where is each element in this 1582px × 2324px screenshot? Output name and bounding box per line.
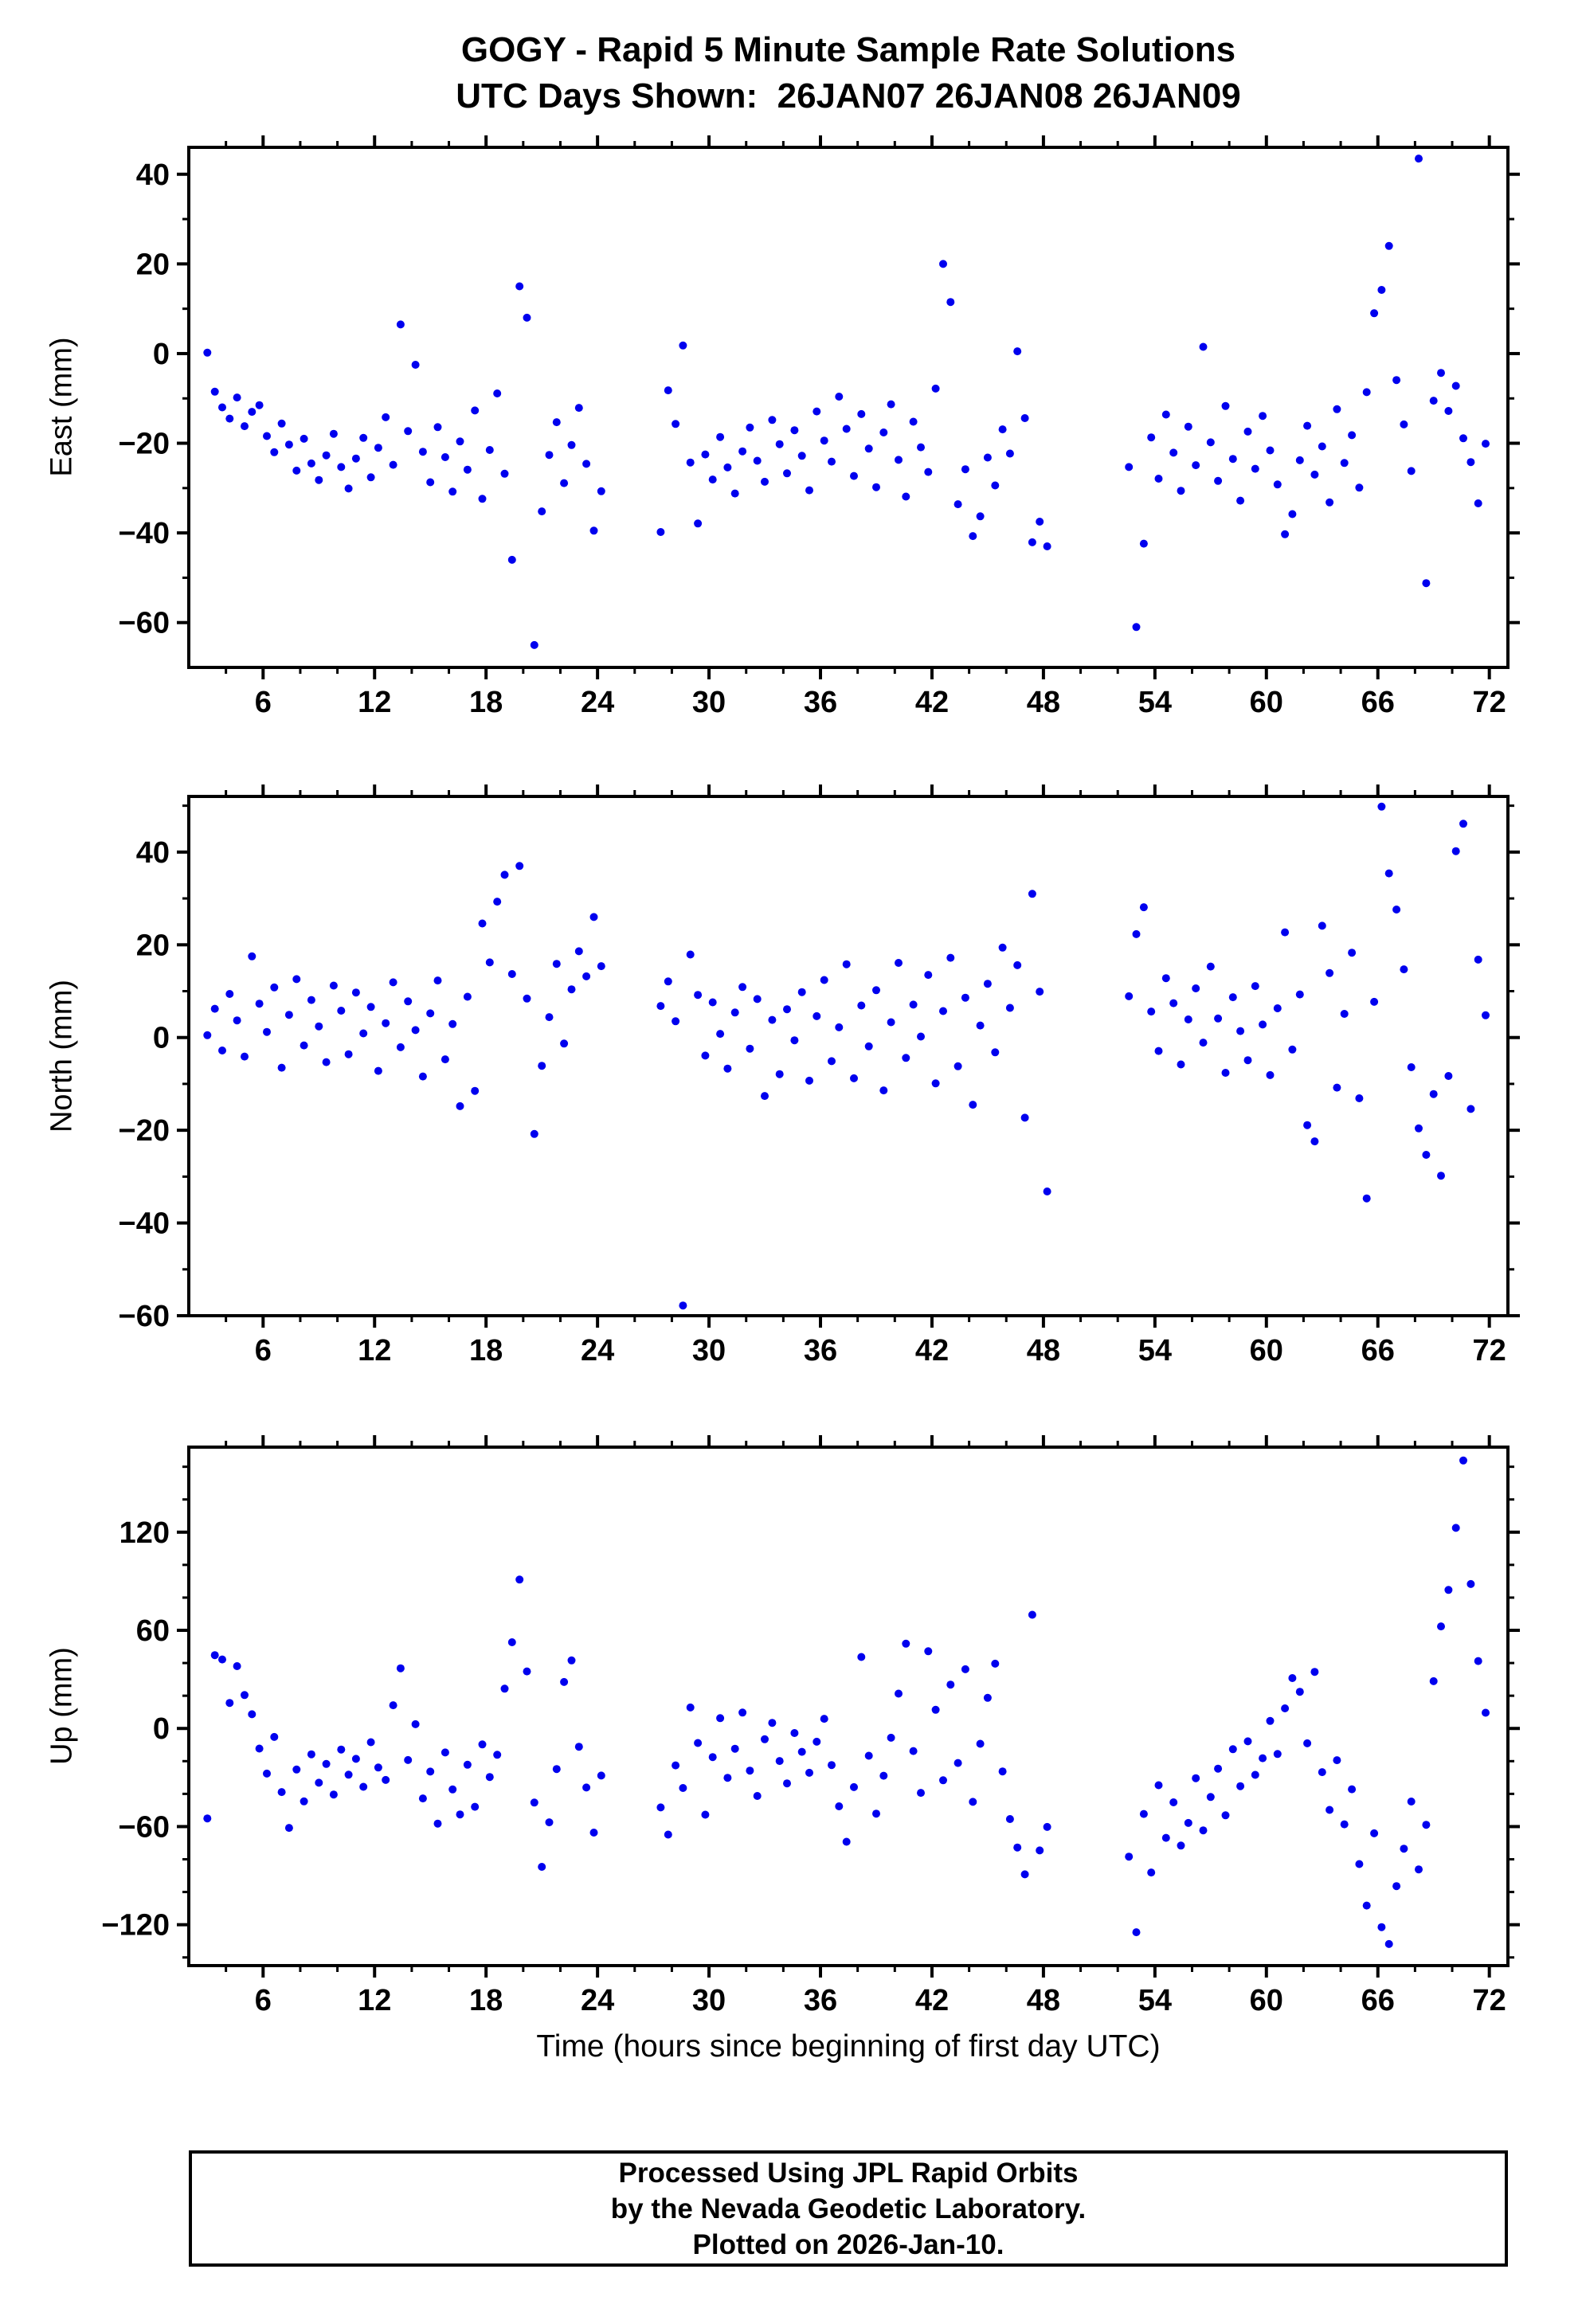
x-tick-label: 6 xyxy=(255,1334,272,1367)
y-tick-label: 40 xyxy=(136,836,170,870)
y-tick-label: 60 xyxy=(136,1614,170,1648)
x-tick-label: 60 xyxy=(1250,1334,1283,1367)
up-frame xyxy=(187,1446,1510,1967)
x-tick-label: 6 xyxy=(255,686,272,719)
north-panel: 6 12 18 24 30 36 42 48 54 60 66 72 −60 −40 −20 0 20 40 xyxy=(119,784,1520,1367)
x-tick-label: 6 xyxy=(255,1984,272,2017)
y-tick-label: 0 xyxy=(153,1712,170,1746)
footer-line3: Plotted on 2026-Jan-10. xyxy=(692,2228,1004,2260)
x-tick-label: 18 xyxy=(469,686,503,719)
y-tick-label: 120 xyxy=(119,1516,170,1550)
x-tick-label: 42 xyxy=(915,686,949,719)
y-tick-label: −60 xyxy=(119,1300,170,1333)
x-tick-label: 24 xyxy=(581,1984,614,2017)
y-tick-label: −120 xyxy=(101,1909,170,1943)
y-tick-label: −20 xyxy=(119,1114,170,1148)
east-frame xyxy=(187,146,1510,669)
y-tick-label: 20 xyxy=(136,929,170,962)
y-tick-label: 0 xyxy=(153,1022,170,1055)
chart-title: GOGY - Rapid 5 Minute Sample Rate Soluti… xyxy=(189,27,1508,119)
x-tick-label: 72 xyxy=(1473,1984,1506,2017)
north-frame xyxy=(187,795,1510,1317)
y-tick-label: 0 xyxy=(153,338,170,371)
x-tick-label: 12 xyxy=(358,1334,391,1367)
y-tick-label: −60 xyxy=(119,607,170,640)
chart-title-line1: GOGY - Rapid 5 Minute Sample Rate Soluti… xyxy=(460,30,1236,69)
footer-line1: Processed Using JPL Rapid Orbits xyxy=(618,2157,1079,2189)
up-panel: 6 12 18 24 30 36 42 48 54 60 66 72 −120 −60 0 60 120 xyxy=(101,1435,1520,2017)
y-tick-label: 40 xyxy=(136,158,170,192)
north-tick-labels: 6 12 18 24 30 36 42 48 54 60 66 72 −60 −40 −20 0 20 40 xyxy=(119,836,1506,1367)
x-tick-label: 30 xyxy=(692,1334,726,1367)
x-tick-label: 54 xyxy=(1138,1984,1172,2017)
x-tick-label: 12 xyxy=(358,686,391,719)
x-tick-label: 60 xyxy=(1250,686,1283,719)
x-tick-label: 48 xyxy=(1027,1984,1060,2017)
east-panel: 6 12 18 24 30 36 42 48 54 60 66 72 −60 −40 −20 0 20 40 xyxy=(119,135,1520,719)
x-tick-label: 36 xyxy=(804,1334,837,1367)
east-tick-labels: 6 12 18 24 30 36 42 48 54 60 66 72 −60 −40 −20 0 20 40 xyxy=(119,158,1506,719)
x-tick-label: 36 xyxy=(804,1984,837,2017)
x-tick-label: 66 xyxy=(1361,1984,1395,2017)
x-tick-label: 54 xyxy=(1138,686,1172,719)
x-tick-label: 30 xyxy=(692,686,726,719)
x-tick-label: 12 xyxy=(358,1984,391,2017)
y-tick-label: −20 xyxy=(119,428,170,461)
up-ticks xyxy=(177,1435,1520,1978)
x-tick-label: 48 xyxy=(1027,686,1060,719)
x-tick-label: 30 xyxy=(692,1984,726,2017)
footer-box: Processed Using JPL Rapid Orbits by the … xyxy=(189,2150,1508,2267)
x-tick-label: 66 xyxy=(1361,686,1395,719)
chart-title-line2: UTC Days Shown: 26JAN07 26JAN08 26JAN09 xyxy=(456,76,1241,115)
up-tick-labels: 6 12 18 24 30 36 42 48 54 60 66 72 −120 −60 0 60 120 xyxy=(101,1516,1506,2017)
x-tick-label: 72 xyxy=(1473,1334,1506,1367)
north-ticks xyxy=(177,784,1520,1328)
x-tick-label: 36 xyxy=(804,686,837,719)
y-tick-label: −60 xyxy=(119,1810,170,1844)
footer-line2: by the Nevada Geodetic Laboratory. xyxy=(610,2193,1087,2224)
x-tick-label: 18 xyxy=(469,1334,503,1367)
north-points xyxy=(203,802,1490,1310)
x-tick-label: 24 xyxy=(581,686,614,719)
up-points xyxy=(203,1456,1490,1948)
y-tick-label: −40 xyxy=(119,517,170,550)
x-tick-label: 42 xyxy=(915,1334,949,1367)
x-tick-label: 48 xyxy=(1027,1334,1060,1367)
east-points xyxy=(203,155,1490,649)
x-tick-label: 72 xyxy=(1473,686,1506,719)
x-tick-label: 54 xyxy=(1138,1334,1172,1367)
y-tick-label: 20 xyxy=(136,248,170,281)
east-ticks xyxy=(177,135,1520,679)
x-tick-label: 42 xyxy=(915,1984,949,2017)
x-tick-label: 24 xyxy=(581,1334,614,1367)
x-tick-label: 18 xyxy=(469,1984,503,2017)
x-tick-label: 60 xyxy=(1250,1984,1283,2017)
x-axis-label: Time (hours since beginning of first day… xyxy=(536,2029,1161,2064)
x-tick-label: 66 xyxy=(1361,1334,1395,1367)
y-tick-label: −40 xyxy=(119,1207,170,1241)
